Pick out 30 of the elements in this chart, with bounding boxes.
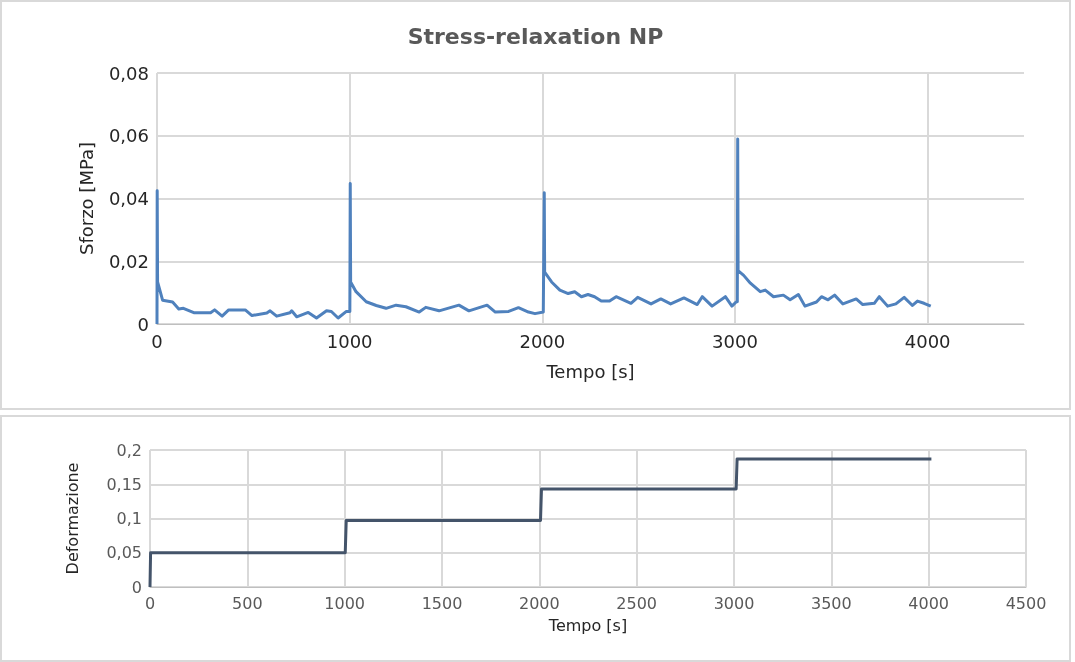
x-tick-label: 2000 — [518, 593, 560, 613]
y-tick-label: 0,04 — [108, 188, 149, 209]
y-tick-label: 0,05 — [106, 543, 142, 563]
x-tick-label: 1000 — [326, 330, 373, 352]
y-tick-label: 0,15 — [106, 474, 142, 494]
y-tick-label: 0 — [131, 577, 142, 597]
y-tick-label: 0,1 — [116, 509, 142, 528]
x-tick-label: 500 — [232, 593, 263, 613]
x-tick-label: 4500 — [1005, 593, 1047, 613]
x-tick-label: 3000 — [712, 330, 758, 352]
y-tick-label: 0,02 — [108, 250, 149, 272]
x-axis-title: Tempo [s] — [547, 615, 628, 635]
x-tick-label: 1000 — [324, 593, 366, 613]
x-tick-label: 3000 — [713, 593, 755, 613]
y-tick-label: 0 — [137, 313, 149, 335]
x-tick-label: 4000 — [908, 593, 950, 613]
x-tick-label: 4000 — [904, 330, 951, 352]
chart-title: Stress-relaxation NP — [407, 23, 664, 49]
x-axis-title: Tempo [s] — [545, 360, 635, 382]
line-series — [148, 457, 933, 589]
x-tick-label: 3500 — [810, 593, 852, 613]
x-tick-label: 0 — [151, 330, 163, 352]
x-tick-label: 2500 — [616, 593, 658, 613]
x-tick-label: 2000 — [519, 330, 566, 352]
y-tick-label: 0,2 — [116, 440, 142, 460]
y-tick-label: 0,06 — [108, 125, 149, 147]
y-tick-label: 0,08 — [108, 62, 149, 84]
x-tick-label: 1500 — [421, 593, 463, 613]
y-axis-title: Sforzo [MPa] — [75, 141, 97, 256]
y-axis-title: Deformazione — [62, 462, 82, 575]
